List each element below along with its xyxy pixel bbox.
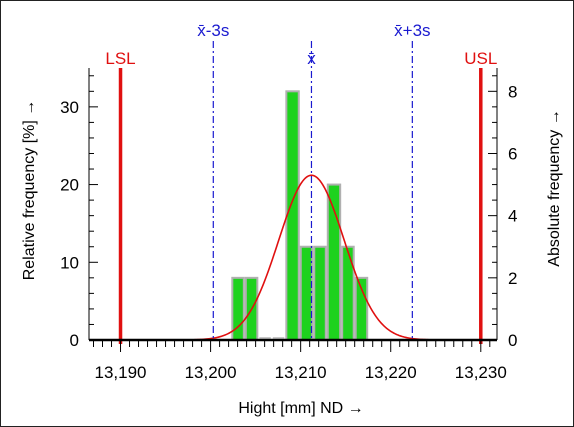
histogram-bar-empty bbox=[259, 337, 271, 340]
axes-layer bbox=[88, 68, 498, 352]
histogram-bar bbox=[313, 245, 327, 341]
histogram-bar bbox=[299, 245, 314, 341]
x-tick-label: 13,190 bbox=[95, 363, 147, 382]
histogram-bar bbox=[285, 90, 300, 341]
reference-lines-layer bbox=[118, 41, 483, 344]
histogram-bar bbox=[341, 245, 355, 341]
reference-label-stat: x̄-3s bbox=[197, 21, 229, 40]
x-tick-label: 13,230 bbox=[455, 363, 507, 382]
y-right-tick-label: 8 bbox=[508, 82, 517, 101]
reference-label-stat: x̄ bbox=[307, 49, 316, 68]
reference-label-stat: x̄+3s bbox=[394, 21, 430, 40]
x-tick-label: 13,220 bbox=[365, 363, 417, 382]
y-left-tick-label: 20 bbox=[60, 176, 79, 195]
y-left-tick-label: 30 bbox=[60, 98, 79, 117]
x-axis-title: Hight [mm] ND → bbox=[238, 400, 363, 417]
y-axis-right-title: Absolute frequency → bbox=[546, 109, 563, 266]
reference-label-lsl: LSL bbox=[105, 49, 135, 68]
y-left-tick-label: 0 bbox=[70, 331, 79, 350]
y-right-tick-label: 4 bbox=[508, 207, 517, 226]
x-tick-label: 13,200 bbox=[185, 363, 237, 382]
y-right-tick-label: 6 bbox=[508, 144, 517, 163]
y-right-tick-label: 2 bbox=[508, 269, 517, 288]
y-left-tick-label: 10 bbox=[60, 253, 79, 272]
y-right-tick-label: 0 bbox=[508, 331, 517, 350]
reference-label-usl: USL bbox=[464, 49, 497, 68]
histogram-bar-empty bbox=[272, 337, 285, 340]
labels-layer: LSL USL x̄-3s x̄ x̄+3s 0 10 20 30 0 2 4 6 8 13,190 13,2… bbox=[21, 21, 563, 417]
bars-layer bbox=[231, 90, 369, 342]
x-tick-label: 13,210 bbox=[275, 363, 327, 382]
y-axis-left-title: Relative frequency [%] → bbox=[21, 100, 38, 281]
